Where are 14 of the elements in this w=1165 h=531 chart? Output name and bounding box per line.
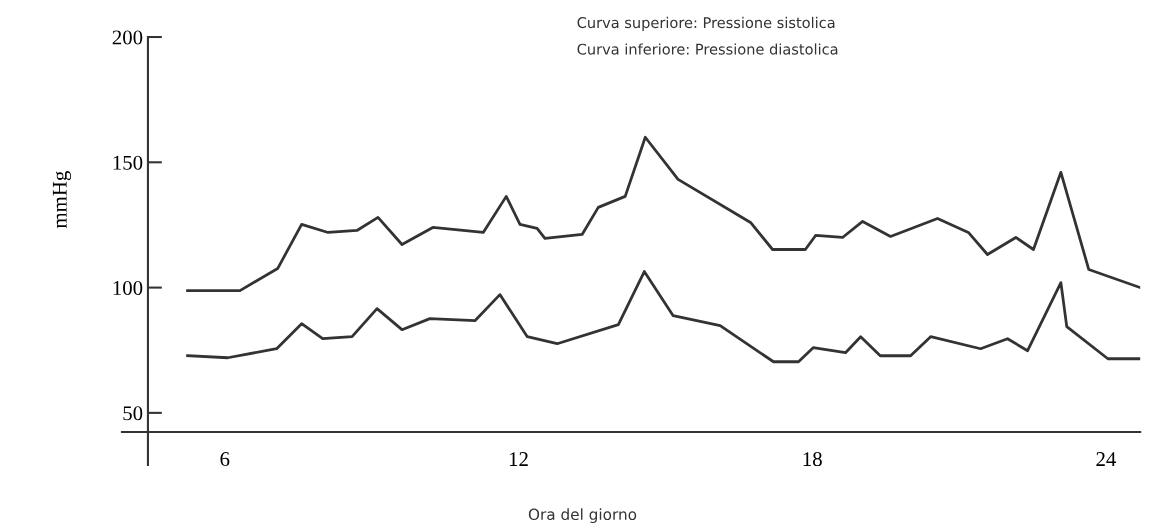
x-tick-label: 6	[220, 452, 230, 467]
annotation: Curva inferiore: Pressione diastolica	[577, 43, 838, 55]
y-tick-label: 200	[112, 30, 143, 45]
y-tick-label: 100	[113, 280, 143, 296]
x-axis-title: Ora del giorno	[528, 508, 637, 524]
y-tick-label: 50	[123, 406, 143, 421]
line-series	[186, 135, 1141, 292]
y-tick-label: 150	[113, 155, 143, 170]
x-tick-label: 18	[803, 452, 822, 467]
text: Curva superiore: Pressione sistolica	[577, 16, 835, 31]
x-tick-label: 12	[509, 452, 528, 466]
y-axis-title: mmHg	[52, 171, 72, 229]
line-series	[186, 270, 1141, 364]
x-tick-label: 24	[1096, 452, 1117, 466]
